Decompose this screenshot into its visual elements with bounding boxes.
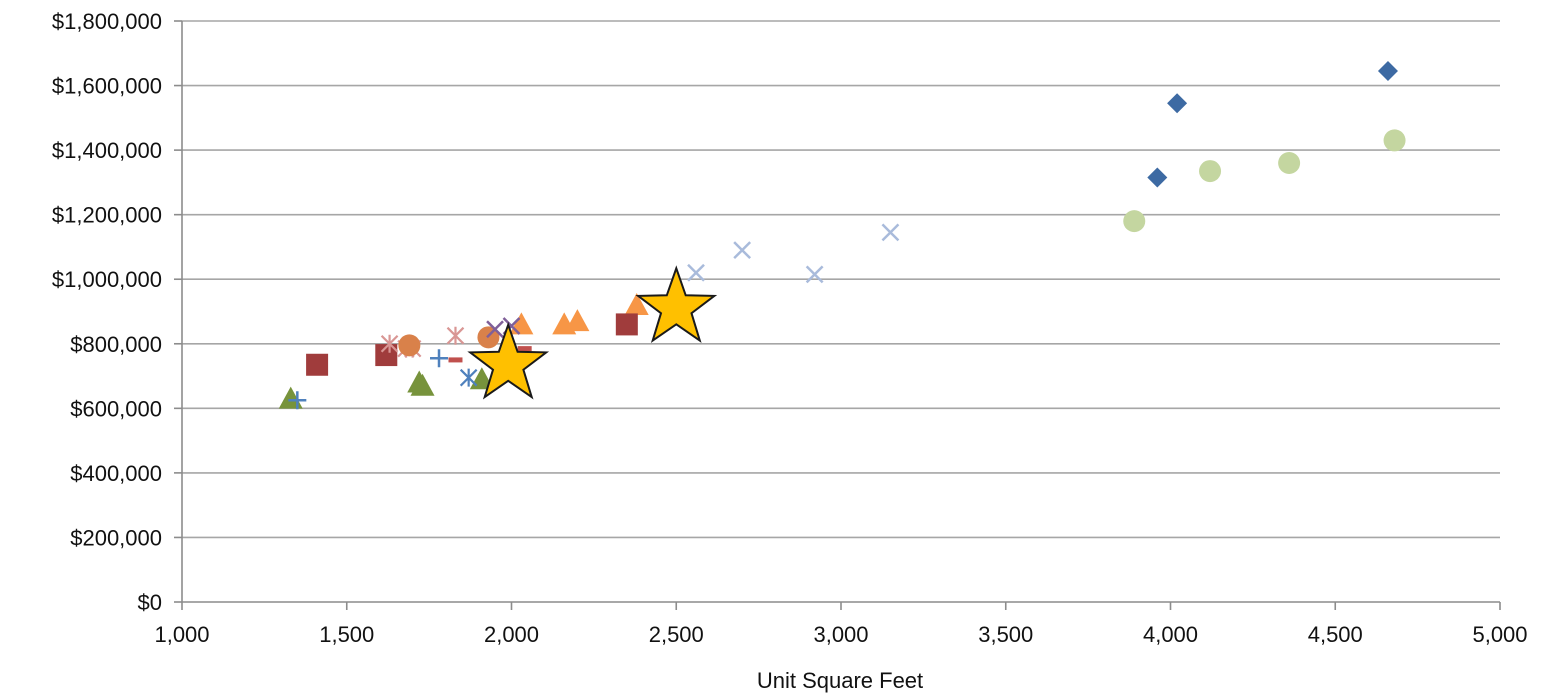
y-tick-label: $600,000 [70,396,162,421]
dash-point [448,357,463,363]
triangle-point [565,309,590,332]
series-2 [687,223,900,284]
series-10 [459,368,478,387]
y-tick-label: $400,000 [70,461,162,486]
x-tick-label: 2,500 [649,622,704,647]
square-point [306,353,329,376]
square-point [375,344,398,367]
y-tick-label: $0 [138,590,162,615]
x-tick-label: 4,000 [1143,622,1198,647]
dash-point [517,346,532,352]
series-1 [1123,129,1406,233]
y-tick-label: $1,600,000 [52,74,162,99]
x-point [687,263,705,282]
triangle-point [410,373,435,396]
diamond-point [1147,167,1168,188]
circle-point [1199,160,1222,183]
x-tick-label: 1,500 [319,622,374,647]
x-point [486,320,504,339]
x-tick-label: 3,500 [978,622,1033,647]
y-tick-label: $800,000 [70,332,162,357]
x-point [805,265,824,284]
tick-labels: $0 $200,000 $400,000 $600,000 $800,000 $1,000… [52,9,1528,647]
diamond-point [1167,93,1188,114]
series-0 [1147,61,1398,188]
plus-point [288,391,307,410]
circle-point [1383,129,1406,152]
x-tick-label: 3,000 [813,622,868,647]
y-tick-label: $1,000,000 [52,267,162,292]
square-point [615,313,638,336]
data-points [278,61,1406,410]
x-tick-label: 2,000 [484,622,539,647]
star-point [635,265,718,344]
x-point [881,223,900,242]
star-point [467,321,550,400]
circle-point [1123,210,1146,233]
x-tick-label: 5,000 [1472,622,1527,647]
triangle-point [278,386,303,409]
x-axis-title: Unit Square Feet [757,668,923,693]
diamond-point [1377,61,1398,82]
x-point [733,241,752,260]
y-tick-label: $1,800,000 [52,9,162,34]
circle-point [398,334,421,357]
y-tick-label: $200,000 [70,525,162,550]
x-tick-label: 1,000 [154,622,209,647]
series-8 [288,349,449,410]
gridlines [182,20,1500,539]
series-4 [306,313,638,376]
circle-point [1278,152,1301,175]
asterisk-point [380,334,399,353]
y-tick-label: $1,200,000 [52,203,162,228]
series-9 [448,346,532,363]
axes [174,20,1501,610]
y-tick-label: $1,400,000 [52,138,162,163]
series-12 [467,265,718,400]
asterisk-point [446,326,465,345]
plus-point [430,349,449,368]
x-tick-label: 4,500 [1308,622,1363,647]
triangle-point [624,293,649,316]
asterisk-point [459,368,478,387]
